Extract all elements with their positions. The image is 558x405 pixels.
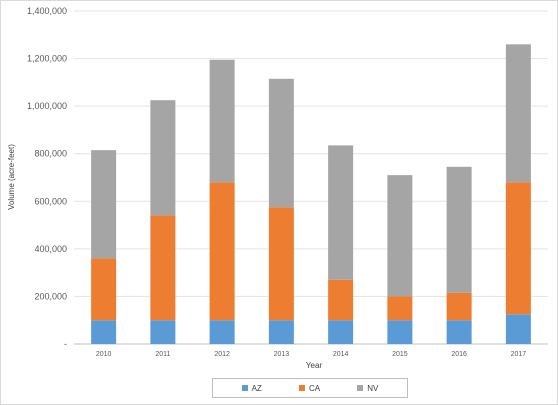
bar-az-2016 <box>446 320 472 344</box>
bar-nv-2011 <box>150 100 176 216</box>
legend-label: CA <box>308 383 321 393</box>
x-axis-title: Year <box>306 361 323 370</box>
bar-ca-2010 <box>91 258 117 321</box>
x-tick-label: 2014 <box>333 351 349 358</box>
y-tick-label: 1,400,000 <box>27 6 67 16</box>
bar-ca-2015 <box>387 296 413 321</box>
bar-ca-2017 <box>505 182 531 315</box>
bar-nv-2010 <box>91 150 117 259</box>
legend-swatch <box>298 385 305 391</box>
bar-az-2013 <box>268 320 294 344</box>
bar-az-2012 <box>209 320 235 344</box>
bar-ca-2016 <box>446 292 472 321</box>
bar-ca-2013 <box>268 207 294 321</box>
y-tick-label: 600,000 <box>34 196 67 206</box>
bar-nv-2012 <box>209 59 235 183</box>
legend-item-az: AZ <box>241 383 262 393</box>
bar-nv-2017 <box>505 44 531 183</box>
bar-ca-2011 <box>150 215 176 321</box>
x-tick-label: 2017 <box>511 351 527 358</box>
y-axis-ticks: - 200,000 400,000 600,000 800,000 1,000,000 1,… <box>27 6 67 349</box>
y-tick-label: 200,000 <box>34 291 67 301</box>
x-tick-label: 2010 <box>96 351 112 358</box>
legend-label: NV <box>367 383 379 393</box>
x-axis-ticks: 2010 2011 2012 2013 2014 2015 2016 2017 <box>96 351 526 358</box>
legend-swatch <box>357 385 364 391</box>
legend-swatch <box>241 385 248 391</box>
legend-item-ca: CA <box>298 383 321 393</box>
x-tick-label: 2012 <box>214 351 230 358</box>
bar-az-2010 <box>91 320 117 344</box>
bar-ca-2012 <box>209 182 235 321</box>
x-tick-label: 2015 <box>392 351 408 358</box>
x-tick-label: 2013 <box>274 351 290 358</box>
bar-az-2011 <box>150 320 176 344</box>
legend-label: AZ <box>251 383 262 393</box>
y-axis-title: Volume (acre-feet) <box>7 144 16 210</box>
bar-az-2017 <box>505 314 531 344</box>
bar-az-2014 <box>328 320 354 344</box>
y-tick-label: 800,000 <box>34 149 67 159</box>
bar-nv-2016 <box>446 166 472 293</box>
y-tick-label: 1,000,000 <box>27 101 67 111</box>
gridlines <box>74 10 548 345</box>
bars <box>91 44 531 344</box>
y-tick-label: - <box>64 339 67 349</box>
bar-ca-2014 <box>328 279 354 321</box>
y-tick-label: 400,000 <box>34 244 67 254</box>
legend: AZ CA NV <box>212 378 408 398</box>
x-tick-label: 2011 <box>155 351 170 358</box>
bar-nv-2015 <box>387 175 413 297</box>
y-tick-label: 1,200,000 <box>27 54 67 64</box>
bar-nv-2013 <box>268 78 294 208</box>
bar-nv-2014 <box>328 145 354 280</box>
legend-item-nv: NV <box>357 384 378 393</box>
bar-az-2015 <box>387 320 413 344</box>
x-tick-label: 2016 <box>451 351 467 358</box>
